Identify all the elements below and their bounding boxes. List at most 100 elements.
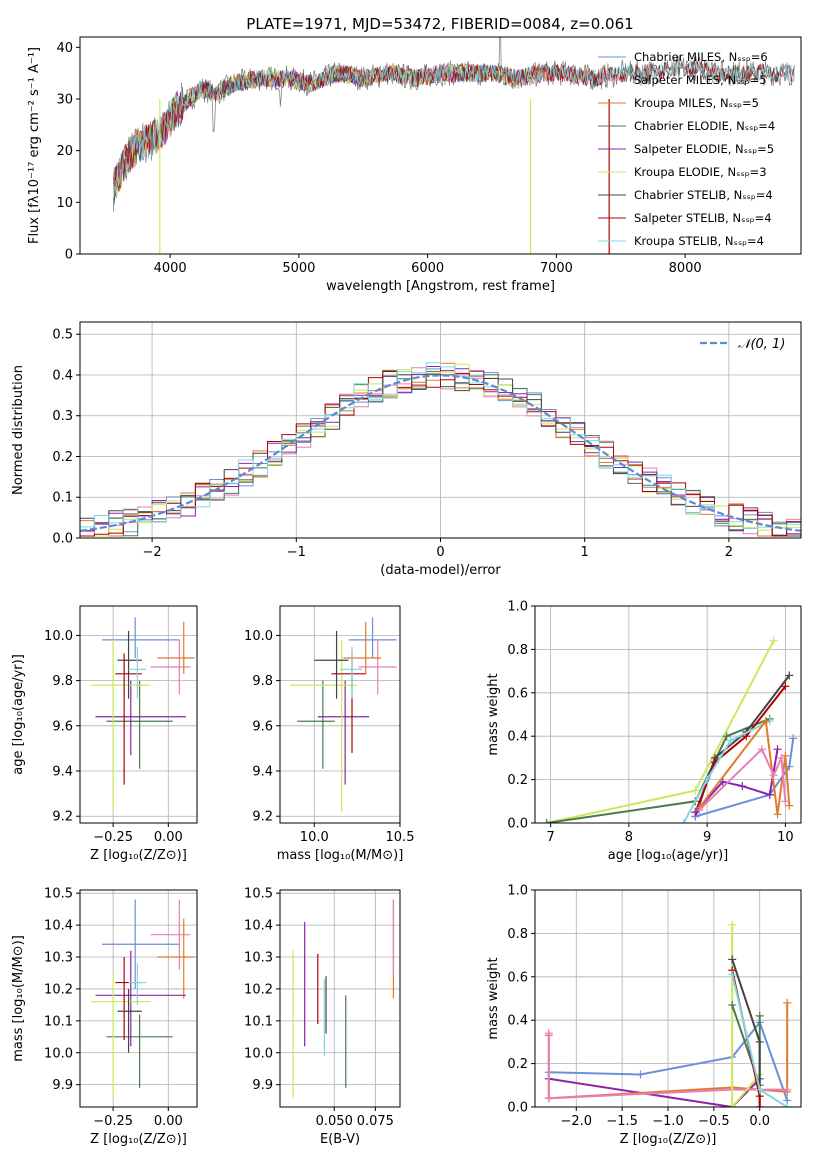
y-tick-label: 0.3	[52, 409, 73, 424]
model-spectrum-line-4	[113, 65, 531, 196]
weight-marker	[781, 682, 790, 691]
errorbar-point-2	[157, 621, 195, 674]
spectrum-legend: Chabrier MILES, Nₛₛₚ=6 Salpeter MILES, Nₛ…	[598, 50, 775, 248]
weight-line-4	[682, 720, 771, 823]
y-tick-label: 0.1	[52, 491, 73, 506]
x-tick-label: 5000	[282, 261, 315, 276]
weight-line-1	[546, 717, 771, 823]
y-tick-label: 10.2	[44, 982, 73, 997]
model-spectrum-line-7	[113, 58, 795, 189]
x-tick-label: 1	[581, 545, 589, 560]
x-tick-label: −2.0	[560, 1114, 592, 1129]
y-tick-label: 0.8	[507, 643, 528, 658]
y-tick-label: 10.3	[44, 951, 73, 966]
errorbar-point-6	[117, 988, 142, 1053]
legend-label: Salpeter MILES, Nₛₛₚ=5	[634, 73, 767, 87]
x-axis-label: Z [log₁₀(Z/Z⊙)]	[620, 1132, 717, 1147]
weight-marker	[691, 786, 700, 795]
y-tick-label: 10.3	[244, 951, 273, 966]
x-tick-label: −0.5	[698, 1114, 730, 1129]
y-axis-label: age [log₁₀(age/yr)]	[11, 654, 26, 775]
weight-marker	[728, 1001, 737, 1010]
x-tick-label: −0.25	[93, 1114, 133, 1129]
y-tick-label: 0.2	[507, 773, 528, 788]
errorbar-point-1	[358, 639, 397, 695]
errorbar-point-4	[317, 680, 370, 785]
weight-marker	[783, 1085, 792, 1094]
model-spectrum-line-6	[113, 61, 795, 201]
weight-line-5	[695, 738, 795, 818]
y-tick-label: 10.2	[244, 982, 273, 997]
y-tick-label: 9.9	[252, 1078, 273, 1093]
y-tick-label: 0.6	[507, 970, 528, 985]
weight-marker	[544, 1029, 553, 1038]
weight-marker	[755, 1037, 764, 1046]
weight-line-3	[694, 685, 787, 813]
age-vs-Z-panel	[80, 606, 197, 823]
errorbar-point-5	[290, 639, 358, 812]
y-tick-label: 1.0	[507, 600, 528, 615]
weight-vs-Z-plot-area	[535, 890, 801, 1107]
errorbar-point-5	[91, 972, 151, 1098]
weight-vs-age-axes: 7 8 9 10 0.0 0.2 0.4 0.6 0.8 1.0 age [log₁₀(age/yr…	[486, 600, 802, 863]
age-vs-Z-plot-area	[80, 606, 197, 823]
axes-frame	[79, 36, 802, 255]
y-tick-label: 9.6	[52, 719, 73, 734]
normal-curve	[80, 374, 801, 532]
x-tick-label: 0	[436, 545, 444, 560]
weight-marker	[765, 790, 774, 799]
legend-label: Chabrier MILES, Nₛₛₚ=6	[634, 50, 768, 64]
x-axis-label: mass [log₁₀(M/M⊙)]	[277, 848, 404, 863]
residuals-plot-area	[80, 322, 801, 538]
x-tick-label: −1.0	[652, 1114, 684, 1129]
x-tick-label: −2	[143, 545, 162, 560]
age-vs-mass-panel	[280, 606, 400, 823]
x-tick-label: 8000	[669, 261, 702, 276]
x-tick-label: 0.075	[357, 1114, 394, 1129]
mass-vs-ebv-axes: 0.050 0.075 9.9 10.0 10.1 10.2 10.3 10.4 10.5 E(B…	[244, 887, 401, 1147]
spectrum-axes: 4000 5000 6000 7000 8000 0 10 20 30 40 wavelength …	[27, 36, 802, 294]
y-tick-label: 0.2	[507, 1057, 528, 1072]
x-axis-label: Z [log₁₀(Z/Z⊙)]	[90, 1132, 187, 1147]
x-tick-label: −1	[287, 545, 306, 560]
weight-marker	[781, 797, 790, 806]
legend-label: Salpeter ELODIE, Nₛₛₚ=5	[634, 142, 774, 156]
errorbar-point-6	[314, 630, 349, 699]
mass-vs-ebv-panel	[280, 890, 400, 1107]
y-tick-label: 0.4	[507, 1014, 528, 1029]
errorbar-point-0	[102, 899, 180, 989]
y-tick-label: 10.4	[44, 919, 73, 934]
weight-marker	[722, 732, 731, 741]
y-tick-label: 0.4	[507, 730, 528, 745]
y-tick-label: 0	[65, 248, 73, 263]
errorbar-point-0	[348, 617, 397, 658]
page-title: PLATE=1971, MJD=53472, FIBERID=0084, z=0…	[246, 15, 633, 33]
y-tick-label: 0.0	[52, 532, 73, 547]
y-tick-label: 40	[56, 41, 73, 56]
weight-marker	[777, 753, 786, 762]
y-tick-label: 0.6	[507, 686, 528, 701]
y-tick-label: 0.4	[52, 368, 73, 383]
y-tick-label: 9.2	[252, 810, 273, 825]
y-axis-label: Normed distribution	[11, 365, 26, 495]
weight-marker	[783, 1103, 792, 1107]
y-tick-label: 9.2	[52, 810, 73, 825]
y-tick-label: 20	[56, 144, 73, 159]
weight-marker	[785, 671, 794, 680]
legend-label: 𝒩(0, 1)	[738, 337, 785, 352]
observed-spectrum-line	[113, 37, 795, 213]
x-tick-label: 0.00	[154, 830, 183, 845]
x-tick-label: 10	[777, 830, 794, 845]
weight-marker	[783, 998, 792, 1007]
weight-vs-age-plot-area	[535, 606, 801, 823]
y-tick-label: 9.6	[252, 719, 273, 734]
weight-marker	[769, 636, 778, 645]
histogram-8	[80, 362, 801, 537]
x-tick-label: 10.5	[386, 830, 415, 845]
y-axis-label: mass weight	[486, 673, 501, 755]
weight-marker	[773, 810, 782, 819]
legend-label: Kroupa STELIB, Nₛₛₚ=4	[634, 234, 764, 248]
y-tick-label: 0.8	[507, 927, 528, 942]
weight-marker	[728, 920, 737, 929]
x-tick-label: −0.25	[93, 830, 133, 845]
